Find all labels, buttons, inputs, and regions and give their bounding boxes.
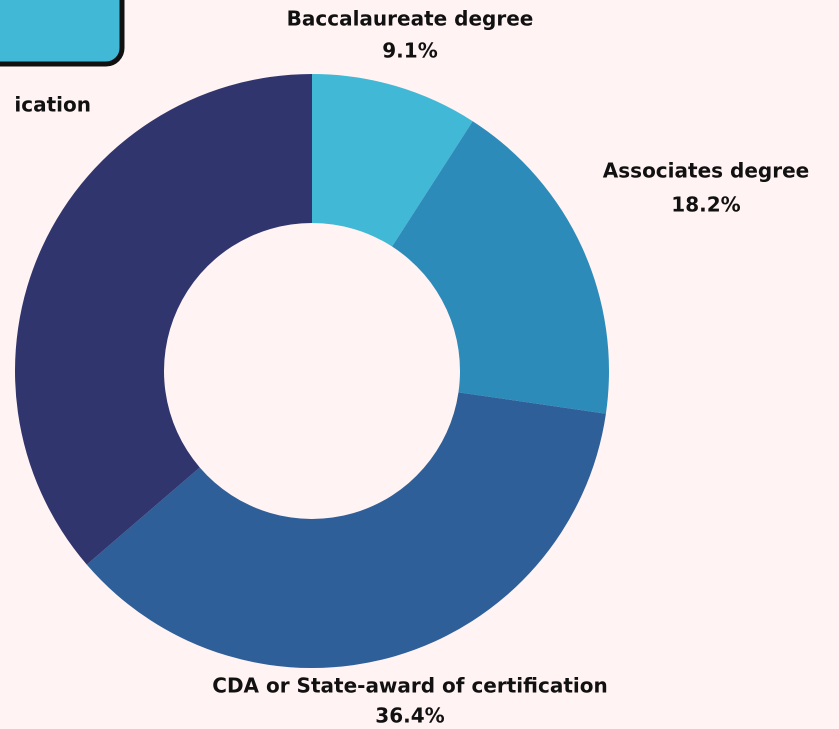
- donut-slice: [14, 74, 312, 565]
- donut: [14, 74, 609, 668]
- slice-label: ication: [14, 93, 91, 117]
- slice-label: Associates degree: [603, 159, 809, 183]
- donut-slice: [392, 121, 609, 414]
- legend-box: [0, 0, 125, 67]
- donut-slice: [312, 74, 473, 247]
- donut-slice: [86, 392, 606, 668]
- slice-label: Baccalaureate degree: [287, 7, 534, 31]
- slice-value-label: 9.1%: [382, 39, 437, 63]
- slice-value-label: 36.4%: [375, 704, 444, 728]
- slice-label: CDA or State-award of certification: [212, 674, 607, 698]
- slice-value-label: 18.2%: [671, 193, 740, 217]
